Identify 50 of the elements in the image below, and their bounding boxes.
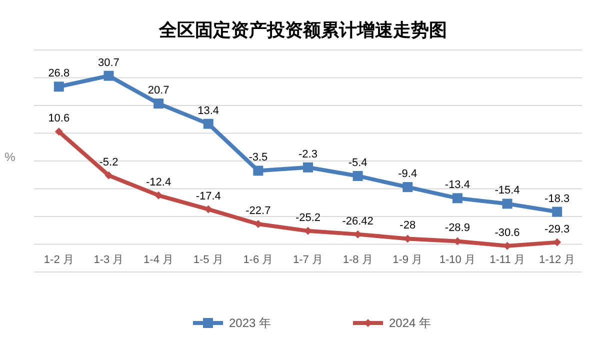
data-label: -15.4 [494,184,520,197]
chart-title: 全区固定资产投资额累计增速走势图 [158,20,447,40]
data-label: -9.4 [398,168,418,180]
x-tick-label: 1-5 月 [193,254,224,266]
point [54,128,63,136]
point [502,198,512,209]
x-tick-label: 1-11 月 [490,254,525,266]
point [352,170,363,181]
x-tick-label: 1-4 月 [144,254,174,266]
data-label: 13.4 [198,104,220,117]
point [203,118,214,129]
data-label: -17.4 [196,190,221,202]
point [104,171,113,180]
data-label: 20.7 [148,84,170,97]
x-tick-label: 1-2 月 [44,254,74,266]
data-label: -29.3 [544,223,570,236]
x-tick-label: 1-7 月 [293,254,323,266]
data-label: 10.6 [48,112,70,125]
x-tick-label: 1-6 月 [243,254,274,266]
point [303,162,313,172]
x-tick-label: 1-3 月 [94,254,124,266]
y-axis-title: % [4,150,16,164]
data-label: -28.9 [444,222,470,234]
data-label: -28 [400,220,416,232]
point [104,70,114,81]
legend-label: 2024 年 [389,316,432,330]
data-label: -5.2 [99,156,118,168]
data-label: -2.3 [298,148,318,160]
data-label: -5.4 [348,156,368,169]
x-tick-label: 1-8 月 [342,254,373,266]
x-tick-label: 1-9 月 [392,254,423,266]
data-label: 26.8 [48,68,70,80]
x-tick-label: 1-12 月 [539,254,576,266]
data-label: -26.42 [342,215,374,228]
data-label: -25.2 [295,212,321,224]
data-label: -18.3 [544,192,570,205]
data-label: 30.7 [98,56,120,69]
data-label: -13.4 [444,179,470,192]
data-label: -12.4 [146,176,172,188]
data-label: -22.7 [246,204,271,217]
legend-label: 2023 年 [229,316,272,330]
x-tick-label: 1-10 月 [439,254,476,266]
point [253,166,264,176]
data-label: -3.5 [248,152,268,164]
point [452,193,462,204]
point [402,182,413,192]
point [154,98,164,109]
data-label: -30.6 [494,226,520,239]
point [552,206,562,217]
point [54,82,64,92]
